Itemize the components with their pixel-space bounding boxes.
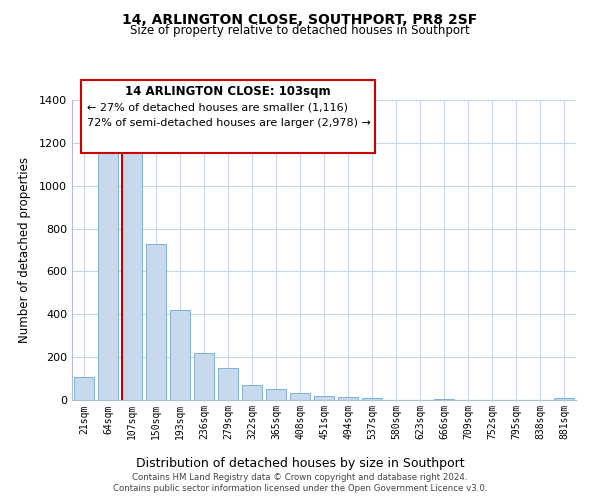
Text: 14 ARLINGTON CLOSE: 103sqm: 14 ARLINGTON CLOSE: 103sqm [125, 85, 331, 98]
Text: 14, ARLINGTON CLOSE, SOUTHPORT, PR8 2SF: 14, ARLINGTON CLOSE, SOUTHPORT, PR8 2SF [122, 12, 478, 26]
Bar [170, 310, 190, 400]
Bar [146, 244, 166, 400]
Bar [218, 368, 238, 400]
Text: 72% of semi-detached houses are larger (2,978) →: 72% of semi-detached houses are larger (… [87, 118, 371, 128]
Bar [74, 377, 94, 400]
Bar [122, 152, 142, 400]
Bar [98, 152, 118, 400]
Bar [266, 390, 286, 400]
Bar [194, 353, 214, 400]
Bar [362, 398, 382, 400]
Bar [242, 384, 262, 400]
Text: Distribution of detached houses by size in Southport: Distribution of detached houses by size … [136, 458, 464, 470]
Text: Contains HM Land Registry data © Crown copyright and database right 2024.: Contains HM Land Registry data © Crown c… [132, 472, 468, 482]
Bar [554, 398, 574, 400]
Text: ← 27% of detached houses are smaller (1,116): ← 27% of detached houses are smaller (1,… [87, 102, 348, 113]
Bar [290, 392, 310, 400]
Bar [338, 397, 358, 400]
Text: Size of property relative to detached houses in Southport: Size of property relative to detached ho… [130, 24, 470, 37]
Y-axis label: Number of detached properties: Number of detached properties [17, 157, 31, 343]
Bar [434, 399, 454, 400]
Text: Contains public sector information licensed under the Open Government Licence v3: Contains public sector information licen… [113, 484, 487, 493]
Bar [314, 396, 334, 400]
